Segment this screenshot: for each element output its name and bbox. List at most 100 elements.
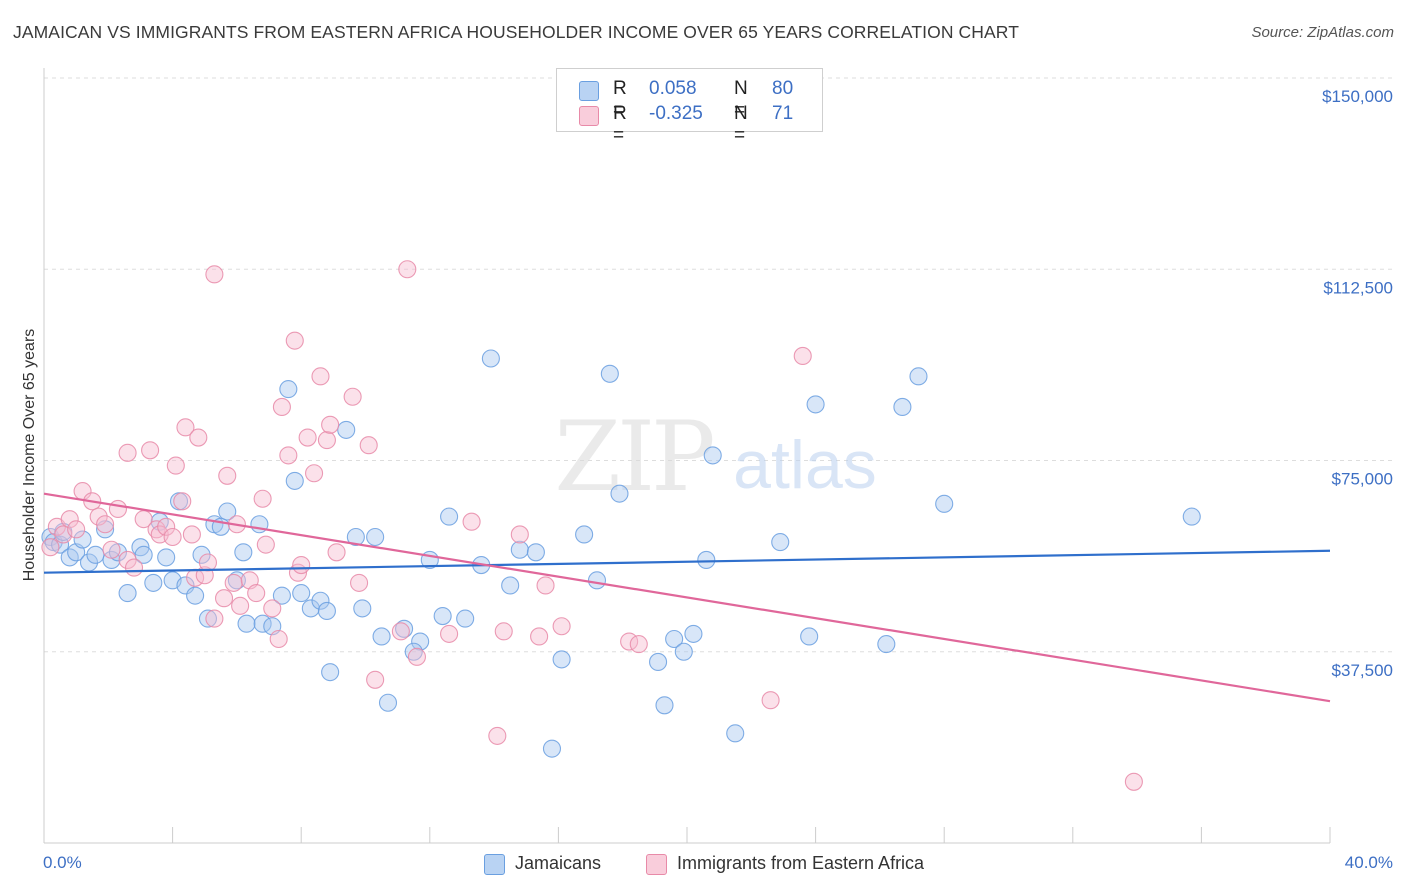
- data-point: [224, 573, 243, 592]
- gridlines: [44, 77, 1395, 653]
- data-point: [542, 739, 562, 758]
- r-value: 0.058: [649, 78, 697, 99]
- data-point: [800, 627, 819, 646]
- data-point: [378, 693, 398, 712]
- data-point: [346, 527, 365, 547]
- data-point: [186, 586, 205, 605]
- data-point: [697, 550, 716, 570]
- data-point: [440, 507, 459, 526]
- data-point: [935, 494, 954, 513]
- data-point: [456, 609, 475, 628]
- data-point: [501, 576, 520, 595]
- data-point: [118, 443, 137, 462]
- data-point: [231, 596, 250, 615]
- data-point: [205, 609, 224, 628]
- data-point: [552, 617, 571, 636]
- data-point: [761, 691, 780, 710]
- data-point: [649, 652, 668, 672]
- legend-swatch-pink: [646, 854, 667, 875]
- y-tick-label: $75,000: [1332, 470, 1393, 489]
- data-point: [108, 499, 127, 519]
- data-point: [118, 584, 137, 603]
- data-point: [655, 696, 674, 715]
- data-point: [163, 527, 182, 547]
- data-point: [665, 629, 684, 649]
- y-tick-labels: $37,500 $75,000 $112,500 $150,000: [1322, 87, 1393, 680]
- data-point: [530, 627, 549, 646]
- data-point: [600, 364, 619, 383]
- data-point: [214, 589, 234, 608]
- data-point: [536, 576, 555, 595]
- data-point: [247, 584, 266, 603]
- data-point: [407, 647, 426, 666]
- watermark: ZIP atlas: [554, 401, 876, 513]
- data-point: [317, 601, 336, 621]
- data-point: [359, 436, 378, 455]
- data-point: [366, 670, 385, 689]
- y-tick-label: $150,000: [1322, 87, 1393, 106]
- legend-label: Immigrants from Eastern Africa: [677, 853, 925, 873]
- data-point: [124, 558, 144, 577]
- data-point: [157, 517, 176, 536]
- legend-swatch-pink: [579, 106, 599, 126]
- watermark-atlas: atlas: [733, 427, 877, 503]
- data-point: [909, 367, 928, 386]
- data-point: [391, 622, 410, 641]
- data-point: [205, 265, 224, 284]
- data-point: [86, 545, 105, 564]
- data-point: [182, 525, 201, 544]
- data-point: [189, 428, 208, 447]
- data-point: [575, 525, 594, 544]
- data-point: [684, 624, 703, 643]
- data-point: [327, 543, 346, 562]
- trend-line-eastern-africa: [43, 492, 1331, 703]
- data-point: [272, 586, 291, 605]
- legend-label: Jamaicans: [515, 853, 602, 873]
- data-point: [552, 650, 571, 669]
- data-point: [793, 346, 812, 366]
- data-point: [433, 606, 452, 626]
- r-value: -0.325: [649, 103, 703, 124]
- series-legend: Jamaicans Immigrants from Eastern Africa: [0, 851, 1406, 877]
- data-point: [227, 571, 246, 590]
- data-point: [494, 622, 513, 641]
- correlation-legend: R = 0.058 N = 80 R = -0.325 N = 71: [556, 68, 823, 146]
- watermark-zip: ZIP: [554, 401, 713, 513]
- data-point: [321, 663, 340, 682]
- legend-swatch-blue: [484, 854, 505, 875]
- data-point: [462, 512, 481, 531]
- data-point: [166, 456, 185, 475]
- data-point: [629, 635, 648, 654]
- source-credit: Source: ZipAtlas.com: [1251, 24, 1394, 41]
- n-label: N =: [734, 78, 748, 121]
- data-point: [102, 540, 121, 559]
- n-label: N =: [734, 103, 748, 146]
- data-point: [263, 599, 282, 618]
- data-point: [510, 540, 529, 559]
- data-point: [398, 260, 417, 279]
- data-point: [317, 431, 336, 450]
- data-point: [1182, 507, 1201, 526]
- data-point: [253, 489, 272, 508]
- x-axis-max-label: 40.0%: [1344, 853, 1393, 872]
- data-point: [234, 543, 253, 562]
- data-point: [89, 507, 108, 526]
- data-point: [488, 726, 507, 745]
- data-point: [41, 538, 60, 557]
- data-point: [60, 510, 79, 529]
- data-point: [279, 380, 298, 399]
- data-point: [1124, 772, 1143, 791]
- n-value: 80: [772, 78, 794, 99]
- r-label: R =: [613, 103, 627, 146]
- data-point: [67, 520, 86, 539]
- data-point: [237, 614, 256, 633]
- data-point: [298, 428, 317, 447]
- data-point: [372, 627, 391, 646]
- chart-title: JAMAICAN VS IMMIGRANTS FROM EASTERN AFRI…: [13, 22, 1019, 42]
- series-eastern-africa: [41, 260, 1143, 791]
- data-point: [198, 609, 218, 628]
- legend-swatch-blue: [579, 81, 599, 101]
- r-label: R =: [613, 78, 627, 121]
- y-tick-label: $112,500: [1323, 278, 1393, 297]
- data-point: [102, 550, 121, 570]
